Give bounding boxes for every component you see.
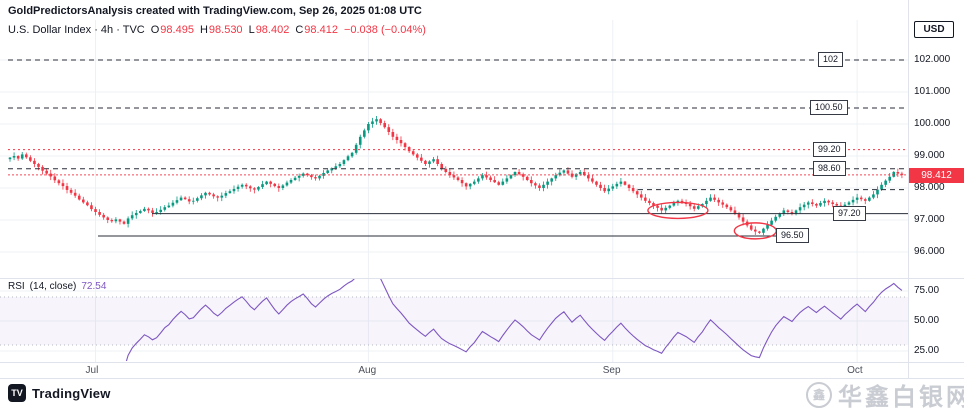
time-label: Oct <box>847 365 863 376</box>
legend-value: 98.402 <box>255 24 290 36</box>
time-label: Jul <box>85 365 99 376</box>
rsi-params: (14, close) <box>29 281 77 292</box>
price-tick: 98.000 <box>914 182 945 193</box>
legend-open: O 98.495 <box>151 24 194 36</box>
price-tick: 100.000 <box>914 118 951 129</box>
time-scale[interactable]: Jul Aug Sep Oct <box>0 364 908 380</box>
watermark-text: 华鑫白银网 <box>838 384 964 411</box>
tradingview-logo-text: TradingView <box>32 385 111 401</box>
legend-key: O <box>150 24 160 36</box>
time-label: Sep <box>602 365 621 376</box>
price-tick: 97.000 <box>914 214 945 225</box>
tradingview-logo-icon: TV <box>8 384 26 402</box>
legend-key: H <box>199 24 208 36</box>
level-label: 96.50 <box>776 228 809 243</box>
legend-low: L 98.402 <box>249 24 290 36</box>
time-axis-divider <box>0 362 964 363</box>
last-price-badge: 98.412 <box>909 168 964 183</box>
site-watermark: 鑫 华鑫白银网 <box>806 377 964 412</box>
level-label: 99.20 <box>813 141 846 157</box>
level-label: 100.50 <box>810 100 848 115</box>
rsi-tick: 50.00 <box>914 315 940 326</box>
rsi-value: 72.54 <box>81 281 107 292</box>
legend-value: 98.495 <box>160 24 194 36</box>
watermark-logo-icon: 鑫 <box>806 381 832 408</box>
legend-value: 98.412 <box>304 24 338 36</box>
symbol-title: U.S. Dollar Index · 4h · TVC <box>8 24 145 36</box>
footer-divider <box>0 378 964 379</box>
time-label: Aug <box>358 365 377 376</box>
price-tick: 99.000 <box>914 150 945 161</box>
currency-label[interactable]: USD <box>914 21 954 38</box>
rsi-legend[interactable]: RSI (14, close) 72.54 <box>8 281 106 292</box>
legend-change: −0.038 (−0.04%) <box>343 24 426 36</box>
level-label: 102 <box>818 52 844 67</box>
level-label: 97.20 <box>833 205 866 221</box>
legend-value: 98.530 <box>208 24 243 36</box>
tradingview-logo[interactable]: TV TradingView <box>8 384 111 402</box>
price-tick: 101.000 <box>914 86 951 97</box>
price-tick: 102.000 <box>914 54 951 65</box>
symbol-legend[interactable]: U.S. Dollar Index · 4h · TVC O 98.495 H 98… <box>8 24 426 36</box>
price-tick: 96.000 <box>914 246 945 257</box>
pane-divider[interactable] <box>0 278 964 279</box>
level-label: 98.60 <box>813 160 846 176</box>
chart-title: GoldPredictorsAnalysis created with Trad… <box>8 5 422 17</box>
price-scale[interactable]: 102.000 101.000 100.000 99.000 98.000 97.000 9… <box>908 0 964 378</box>
rsi-tick: 25.00 <box>914 345 940 356</box>
legend-key: C <box>295 24 304 36</box>
legend-high: H 98.530 <box>200 24 243 36</box>
legend-close: C 98.412 <box>295 24 338 36</box>
legend-key: L <box>248 24 255 36</box>
rsi-tick: 75.00 <box>914 285 940 296</box>
rsi-name: RSI <box>8 281 25 292</box>
